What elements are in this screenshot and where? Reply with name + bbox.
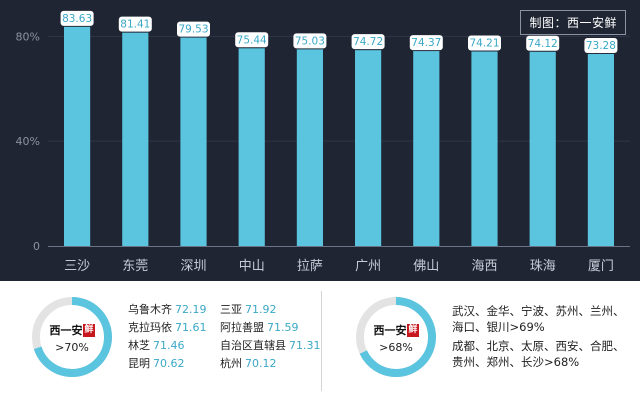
city-group-68-line2: 贵州、郑州、长沙>68% <box>452 355 580 369</box>
bar-4 <box>238 48 265 247</box>
city-score-item: 林芝 71.46 <box>128 338 220 354</box>
data-label: 75.44 <box>237 34 267 46</box>
data-label: 83.63 <box>62 13 92 25</box>
data-label: 79.53 <box>178 24 208 36</box>
bar-chart: 0 40% 80% 83.63 三沙 81.41 东莞 79.53 深圳 75.44 中山 75.03… <box>16 10 630 274</box>
brand-seal: 鲜 <box>407 323 419 337</box>
city-score: 71.46 <box>153 339 185 352</box>
y-tick-label: 80% <box>16 30 40 43</box>
bar-1 <box>64 26 91 246</box>
bar-10 <box>587 53 614 247</box>
bar-9 <box>529 51 556 246</box>
summary-panel: 西一安鲜 >70% 乌鲁木齐 72.19 三亚 71.92 克拉玛依 71.61 阿拉善盟 7… <box>0 281 640 401</box>
x-tick-label: 三沙 <box>64 259 90 274</box>
bar-5 <box>296 49 323 246</box>
city-score: 70.62 <box>153 357 185 370</box>
bar-6 <box>355 50 382 246</box>
data-label-box <box>293 33 327 49</box>
data-label: 74.37 <box>411 37 441 49</box>
bar-8 <box>471 51 498 247</box>
donut-text-right: 西一安鲜 >68% <box>354 319 438 354</box>
city-score: 72.19 <box>175 303 207 316</box>
city-score-item: 杭州 70.12 <box>220 356 318 372</box>
data-label-box <box>468 35 501 51</box>
brand-name: 西一安 <box>373 324 407 337</box>
credit-label: 制图：西一安鲜 <box>520 10 626 35</box>
x-tick-label: 广州 <box>355 259 381 274</box>
brand-name: 西一安 <box>49 324 83 337</box>
x-tick-label: 佛山 <box>413 259 439 274</box>
data-label-box <box>351 34 385 50</box>
data-label-box <box>235 32 269 48</box>
city-group-68-line1: 成都、北京、太原、西安、合肥、 <box>452 339 625 353</box>
bar-2 <box>122 32 149 246</box>
x-tick-label: 拉萨 <box>297 259 323 274</box>
threshold-label: >70% <box>55 341 89 354</box>
city-score-list: 乌鲁木齐 72.19 三亚 71.92 克拉玛依 71.61 阿拉善盟 71.59 林芝 71.4… <box>128 302 321 372</box>
data-label-box <box>409 35 443 51</box>
x-tick-label: 中山 <box>239 259 265 274</box>
city-score-item: 克拉玛依 71.61 <box>128 320 220 336</box>
city-name: 林芝 <box>128 339 150 352</box>
data-label-box <box>526 35 560 51</box>
threshold-label: >68% <box>379 341 413 354</box>
donut-text-left: 西一安鲜 >70% <box>30 319 114 354</box>
panel-divider <box>321 291 322 391</box>
city-score: 71.92 <box>245 303 277 316</box>
data-label-box <box>177 21 210 37</box>
city-name: 三亚 <box>220 303 242 316</box>
data-label: 81.41 <box>120 19 150 31</box>
brand-logo-left: 西一安鲜 <box>49 322 95 338</box>
city-group-69-line2: 海口、银川>69% <box>452 320 545 334</box>
data-label: 75.03 <box>295 35 325 47</box>
data-label-box <box>118 16 152 32</box>
x-tick-label: 珠海 <box>530 259 556 274</box>
ring-fill-left <box>32 297 112 377</box>
city-group-69-line1: 武汉、金华、宁波、苏州、兰州、 <box>452 304 625 318</box>
data-label: 74.72 <box>353 36 383 48</box>
city-score-item: 乌鲁木齐 72.19 <box>128 302 220 318</box>
city-group-69: 武汉、金华、宁波、苏州、兰州、 海口、银川>69% <box>452 303 632 335</box>
summary-right: 西一安鲜 >68% 武汉、金华、宁波、苏州、兰州、 海口、银川>69% 成都、北… <box>322 281 640 401</box>
ring-chart-right <box>356 297 436 377</box>
city-group-68: 成都、北京、太原、西安、合肥、 贵州、郑州、长沙>68% <box>452 338 632 370</box>
ring-chart-left <box>32 297 112 377</box>
city-score-item: 三亚 71.92 <box>220 302 318 318</box>
data-label: 74.21 <box>469 38 499 50</box>
brand-logo-right: 西一安鲜 <box>373 322 419 338</box>
city-score: 71.59 <box>267 321 299 334</box>
city-score: 71.61 <box>175 321 207 334</box>
city-name: 杭州 <box>220 357 242 370</box>
summary-left: 西一安鲜 >70% 乌鲁木齐 72.19 三亚 71.92 克拉玛依 71.61 阿拉善盟 7… <box>0 281 321 401</box>
city-name: 阿拉善盟 <box>220 321 264 334</box>
city-score-item: 昆明 70.62 <box>128 356 220 372</box>
brand-seal: 鲜 <box>83 323 95 337</box>
ring-fill-right <box>356 297 436 377</box>
city-name: 乌鲁木齐 <box>128 303 172 316</box>
bar-7 <box>413 51 440 247</box>
data-label-box <box>60 10 94 26</box>
x-tick-label: 东莞 <box>122 259 148 274</box>
x-tick-label: 海西 <box>471 259 497 274</box>
data-label: 74.12 <box>528 38 558 50</box>
x-tick-label: 深圳 <box>180 259 206 274</box>
city-score-item: 阿拉善盟 71.59 <box>220 320 318 336</box>
bar-3 <box>180 37 207 246</box>
city-score: 70.12 <box>245 357 277 370</box>
city-score: 71.31 <box>289 339 321 352</box>
city-score-item: 自治区直辖县 71.31 <box>220 338 321 354</box>
city-name: 克拉玛依 <box>128 321 172 334</box>
data-label: 73.28 <box>586 40 616 52</box>
y-tick-label: 0 <box>33 240 40 253</box>
bar-chart-panel: 0 40% 80% 83.63 三沙 81.41 东莞 79.53 深圳 75.44 中山 75.03… <box>0 0 640 281</box>
city-name: 自治区直辖县 <box>220 339 286 352</box>
y-tick-label: 40% <box>16 135 40 148</box>
data-label-box <box>584 37 618 53</box>
x-tick-label: 厦门 <box>588 259 614 274</box>
city-name: 昆明 <box>128 357 150 370</box>
